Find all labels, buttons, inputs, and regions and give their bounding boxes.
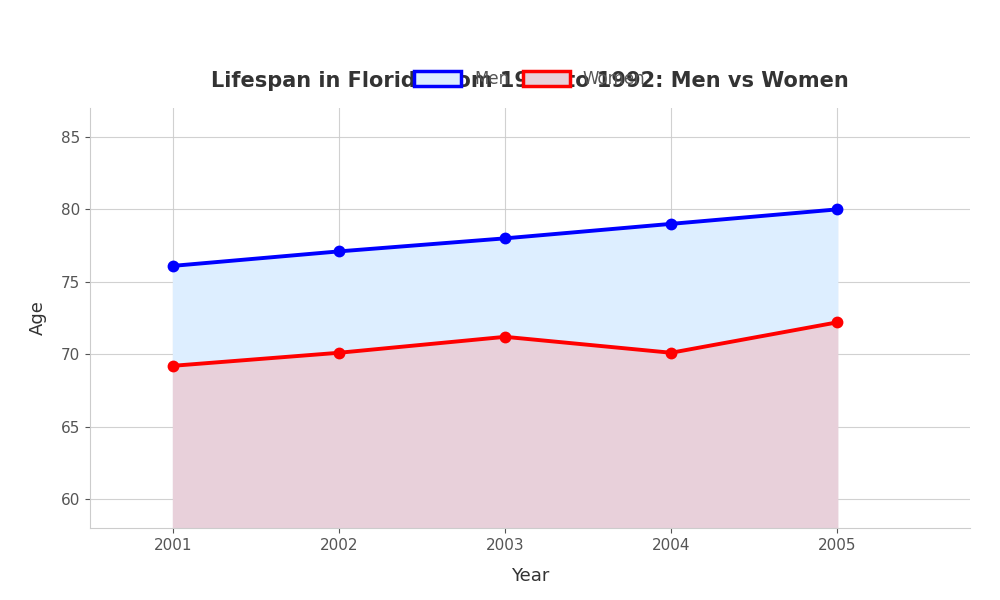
- Legend: Men, Women: Men, Women: [406, 62, 654, 97]
- Y-axis label: Age: Age: [29, 301, 47, 335]
- Title: Lifespan in Florida from 1961 to 1992: Men vs Women: Lifespan in Florida from 1961 to 1992: M…: [211, 71, 849, 91]
- X-axis label: Year: Year: [511, 566, 549, 584]
